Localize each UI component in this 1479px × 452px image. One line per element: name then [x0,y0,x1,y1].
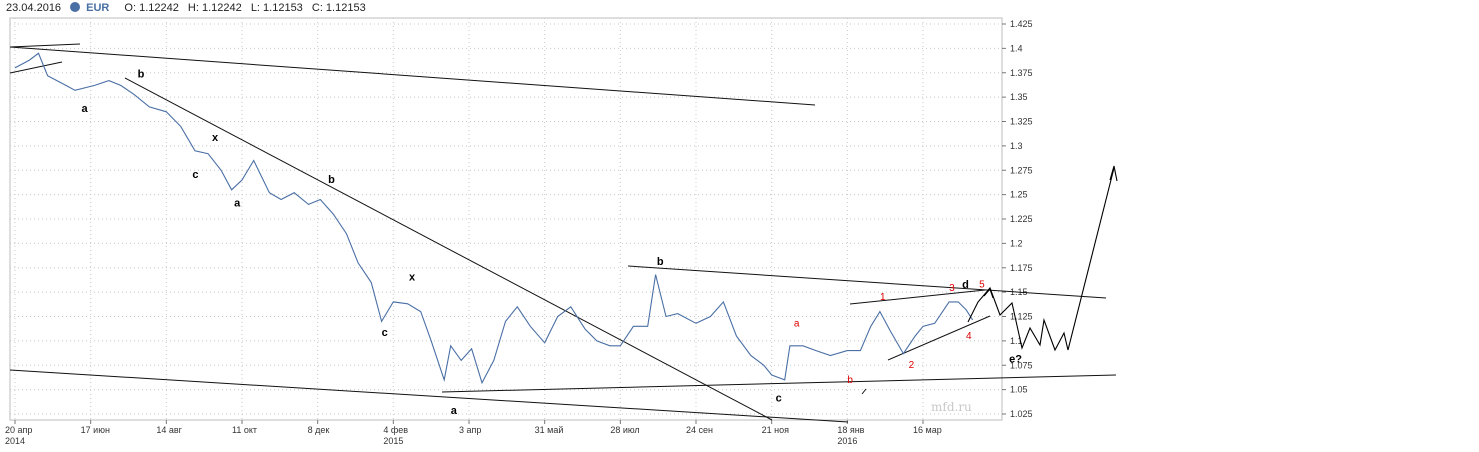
wave-label-red: a [794,318,800,329]
y-tick-label: 1.225 [1010,214,1033,224]
wave-label: b [138,69,145,81]
wave-label: c [776,392,782,404]
x-tick-label: 8 дек [308,425,330,435]
trendline-upper-channel [9,46,816,106]
series-color-icon [70,2,81,12]
wave-label-red: 1 [880,292,886,303]
trendline-lower-channel [9,369,849,423]
open-value: O: 1.12242 [124,2,179,14]
x-tick-label: 20 апр [5,425,32,435]
trendline-wedge-bottom [887,315,991,361]
x-tick-year: 2016 [837,436,857,446]
y-tick-label: 1.25 [1010,190,1028,200]
y-tick-label: 1.4 [1010,43,1023,53]
wave-label: a [82,103,89,115]
y-tick-label: 1.2 [1010,238,1023,248]
wave-label-red: b [847,375,853,386]
wave-label: e? [1009,353,1022,365]
y-tick-label: 1.35 [1010,92,1028,102]
wave-label: x [409,271,416,283]
y-tick-label: 1.125 [1010,312,1033,322]
x-tick-label: 31 май [535,425,564,435]
x-tick-label: 18 янв [837,425,864,435]
wave-label: a [234,197,241,209]
y-tick-label: 1.075 [1010,360,1033,370]
price-series-line [14,52,974,385]
wave-label: b [657,256,664,268]
wave-label: b [328,174,335,186]
ohlc-header: 23.04.2016 EUR O: 1.12242 H: 1.12242 L: … [6,2,372,18]
wave-label-red: 5 [979,279,985,290]
grid [10,18,1002,420]
x-tick-label: 14 авг [156,425,182,435]
x-tick-year: 2015 [383,436,403,446]
y-tick-label: 1.1 [1010,336,1023,346]
wave-label-red: 4 [966,331,972,342]
x-tick-label: 11 окт [232,425,257,435]
arrowhead-icon [1109,165,1118,182]
x-tick-label: 28 июл [610,425,639,435]
high-value: H: 1.12242 [187,2,242,14]
y-tick-label: 1.175 [1010,263,1033,273]
x-tick-label: 24 сен [686,425,713,435]
x-tick-year: 2014 [5,436,25,446]
wave-label-red: 3 [949,283,955,294]
trendline-triangle-bottom [441,374,1117,393]
low-value: L: 1.12153 [250,2,303,14]
trendline-main-downtrend [124,77,773,421]
y-tick-label: 1.425 [1010,19,1033,29]
arrowhead-small-icon [983,287,994,299]
projection-path [967,165,1118,352]
wave-label: d [962,279,969,291]
tick-mark [861,388,867,395]
trendlines [9,43,1117,423]
forecast-polyline [967,167,1115,352]
x-tick-label: 16 мар [913,425,942,435]
wave-label: a [451,405,458,417]
y-tick-label: 1.3 [1010,141,1023,151]
trendline-start-support [9,61,63,74]
trendline-triangle-top [627,265,1107,299]
trendline-wedge-top [849,289,986,305]
wave-label: c [382,327,388,339]
symbol-name: EUR [86,2,110,14]
wave-labels: a b c x a b x c a b c d e? a b 1 2 3 4 5 [82,69,1023,417]
wave-label-red: 2 [909,360,915,371]
x-tick-label: 21 ноя [762,425,789,435]
wave-label: x [212,132,219,144]
y-tick-label: 1.325 [1010,117,1033,127]
x-tick-label: 17 июн [81,425,110,435]
y-tick-label: 1.375 [1010,68,1033,78]
header-date: 23.04.2016 [6,2,62,14]
symbol-badge[interactable]: EUR [70,2,115,14]
watermark: mfd.ru [931,400,972,414]
wave-label: c [192,169,198,181]
x-tick-label: 4 фев [383,425,408,435]
x-tick-label: 3 апр [459,425,481,435]
y-tick-label: 1.025 [1010,409,1033,419]
trendline-top-left [9,43,81,48]
y-tick-label: 1.275 [1010,165,1033,175]
close-value: C: 1.12153 [311,2,366,14]
y-axis: 1.425 1.4 1.375 1.35 1.325 1.3 1.275 1.25 1.225 1… [1002,19,1033,419]
y-tick-label: 1.05 [1010,385,1028,395]
